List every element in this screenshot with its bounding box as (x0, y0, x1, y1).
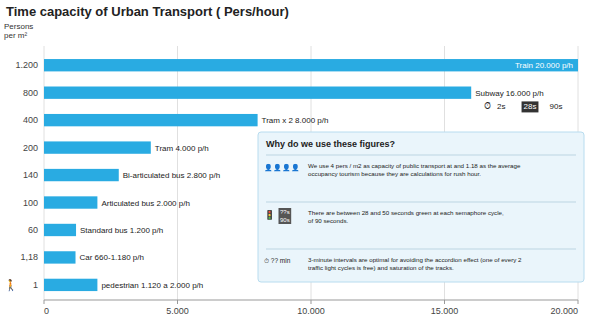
annotation: ??s 90s (280, 209, 290, 223)
annotation: 🚶 (4, 279, 18, 292)
text-line: occupancy tourism because they are calcu… (308, 170, 481, 177)
tick-label: 60 (28, 225, 38, 235)
bar-label: Car 660-1.180 p/h (80, 253, 145, 262)
annotation: 28s (524, 102, 537, 111)
text-line: 90s (550, 102, 563, 111)
bar-label: Bi-articulated bus 2.800 p/h (123, 171, 220, 180)
tick-label: 5.000 (166, 306, 189, 316)
divider (266, 155, 576, 156)
tick-label: 1.200 (15, 60, 38, 70)
annotation: We use 4 pers / m2 as capacity of public… (308, 162, 521, 177)
annotations: 🚶 ⏱ 2s 28s 90s Why do we use these figures? 👤👤… (4, 101, 584, 291)
y-axis: 1 1,18 60 100 140 200 400 800 1.200 (15, 60, 38, 290)
text-line: 🚦 (264, 209, 275, 220)
tick-label: 100 (23, 198, 38, 208)
bar-label: Tram x 2 8.000 p/h (262, 116, 329, 125)
text-line: ⏱ ?? min (264, 257, 291, 264)
bar (44, 251, 76, 263)
text-line: 90s (280, 217, 290, 223)
bar (44, 87, 471, 99)
annotation: 👤👤👤👤 (264, 163, 300, 172)
divider (266, 202, 576, 203)
tick-mark (311, 300, 312, 304)
x-axis: 0 5.000 10.000 15.000 20.000 (44, 300, 578, 316)
annotation: ⏱ ?? min (264, 257, 291, 264)
chart: Time capacity of Urban Transport ( Pers/… (0, 0, 590, 330)
text-line: 3-minute intervals are optimal for avoid… (308, 256, 522, 263)
annotation: There are between 28 and 50 seconds gree… (308, 209, 504, 224)
tick-label: 20.000 (550, 306, 578, 316)
label-box (522, 101, 539, 112)
annotation: 90s (550, 102, 563, 111)
bar (44, 141, 151, 153)
text-line: ??s (280, 209, 290, 215)
text-line: There are between 28 and 50 seconds gree… (308, 209, 504, 216)
text-line: ⏱ (484, 101, 491, 111)
tick-label: 800 (23, 88, 38, 98)
tick-label: 140 (23, 170, 38, 180)
tick-label: 200 (23, 143, 38, 153)
bar-label: Train 20.000 p/h (515, 61, 573, 70)
text-line: 🚶 (4, 279, 18, 292)
tick-label: 1,18 (20, 252, 38, 262)
label-box (279, 208, 292, 224)
tick-label: 0 (44, 306, 49, 316)
tick-mark (444, 300, 445, 304)
tick-label: 10.000 (297, 306, 325, 316)
text-line: of 90 seconds. (308, 217, 349, 224)
title: Time capacity of Urban Transport ( Pers/… (6, 4, 289, 19)
axis-line (44, 300, 578, 301)
tick-mark (177, 300, 178, 304)
bar-label: pedestrian 1.120 a 2.000 p/h (101, 281, 203, 290)
tick-label: 15.000 (431, 306, 459, 316)
text-line: traffic light cycles is free) and satura… (308, 264, 454, 271)
annotation: Why do we use these figures? (266, 139, 395, 149)
axis-label: per m² (4, 31, 27, 40)
bar (44, 114, 258, 126)
info-box (258, 132, 584, 282)
bar (44, 59, 578, 71)
bar (44, 279, 97, 291)
annotation: 2s (497, 102, 505, 111)
text-line: 28s (524, 102, 537, 111)
tick-mark (44, 300, 45, 304)
annotation: 🚦 (264, 209, 275, 220)
bar-label: Articulated bus 2.000 p/h (101, 199, 190, 208)
annotation: ⏱ (484, 101, 491, 111)
bar (44, 224, 76, 236)
tick-label: 1 (33, 280, 38, 290)
annotation: 3-minute intervals are optimal for avoid… (308, 256, 522, 271)
text-line: 2s (497, 102, 505, 111)
tick-mark (578, 300, 579, 304)
text-line: We use 4 pers / m2 as capacity of public… (308, 162, 521, 169)
bar-label: Subway 16.000 p/h (475, 89, 544, 98)
bar-label: Tram 4.000 p/h (155, 144, 209, 153)
bar-label: Standard bus 1.200 p/h (80, 226, 163, 235)
divider (266, 249, 576, 250)
tick-label: 400 (23, 115, 38, 125)
text-line: Why do we use these figures? (266, 139, 395, 149)
bar (44, 169, 119, 181)
bar (44, 196, 97, 208)
axis-label: Persons (4, 22, 33, 31)
text-line: 👤👤👤👤 (264, 163, 300, 172)
